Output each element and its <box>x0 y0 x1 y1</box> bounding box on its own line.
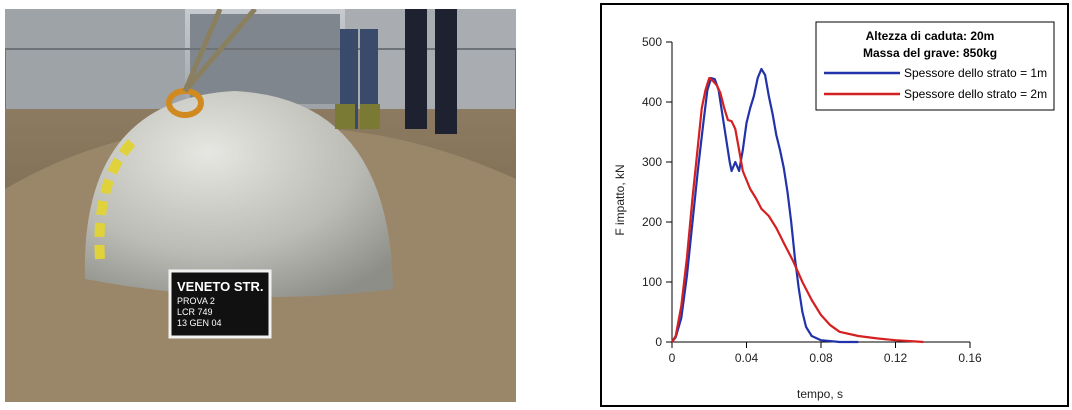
y-tick-label: 400 <box>642 95 662 109</box>
x-axis-title: tempo, s <box>797 387 843 401</box>
test-sign <box>168 269 272 339</box>
x-tick-label: 0.04 <box>735 351 759 365</box>
sign-line-2: PROVA 2 <box>177 296 215 306</box>
x-tick-label: 0.08 <box>809 351 833 365</box>
y-axis-title: F impatto, kN <box>613 164 627 235</box>
impact-force-chart: 0 0.04 0.08 0.12 0.16 0 100 200 300 400 500 tempo,… <box>600 3 1069 407</box>
legend-label-1m: Spessore dello strato = 1m <box>904 66 1047 80</box>
worker-leg <box>435 9 457 134</box>
building-block <box>5 9 185 104</box>
sign-line-3: LCR 749 <box>177 307 213 317</box>
chart-svg: 0 0.04 0.08 0.12 0.16 0 100 200 300 400 500 tempo,… <box>613 21 1055 401</box>
lifting-cable <box>182 9 257 93</box>
legend-title-1: Altezza di caduta: 20m <box>866 29 995 43</box>
x-tick-label: 0.12 <box>884 351 908 365</box>
legend-label-2m: Spessore dello strato = 2m <box>904 87 1047 101</box>
yellow-paint <box>94 135 139 260</box>
legend-box <box>815 21 1055 111</box>
y-tick-label: 200 <box>642 215 662 229</box>
y-tick-label: 100 <box>642 275 662 289</box>
sign-line-4: 13 GEN 04 <box>177 318 222 328</box>
legend-title-2: Massa del grave: 850kg <box>863 46 997 60</box>
boot <box>360 104 380 129</box>
photo-illustration: VENETO STR. PROVA 2 LCR 749 13 GEN 04 <box>5 9 516 402</box>
worker-leg <box>405 9 427 129</box>
sign-line-1: VENETO STR. <box>177 279 263 294</box>
series-layer <box>671 67 924 344</box>
boot <box>335 104 355 129</box>
y-tick-label: 500 <box>642 35 662 49</box>
legend: Altezza di caduta: 20m Massa del grave: … <box>815 21 1055 111</box>
dome-block <box>84 91 393 297</box>
crater-photo: VENETO STR. PROVA 2 LCR 749 13 GEN 04 <box>5 9 516 402</box>
x-tick-label: 0.16 <box>958 351 982 365</box>
series-line-1m <box>671 67 859 344</box>
series-line-2m <box>671 76 924 344</box>
x-tick-label: 0 <box>669 351 676 365</box>
y-tick-label: 300 <box>642 155 662 169</box>
tick-labels: 0 0.04 0.08 0.12 0.16 0 100 200 300 400 500 <box>642 35 982 365</box>
y-tick-label: 0 <box>655 335 662 349</box>
